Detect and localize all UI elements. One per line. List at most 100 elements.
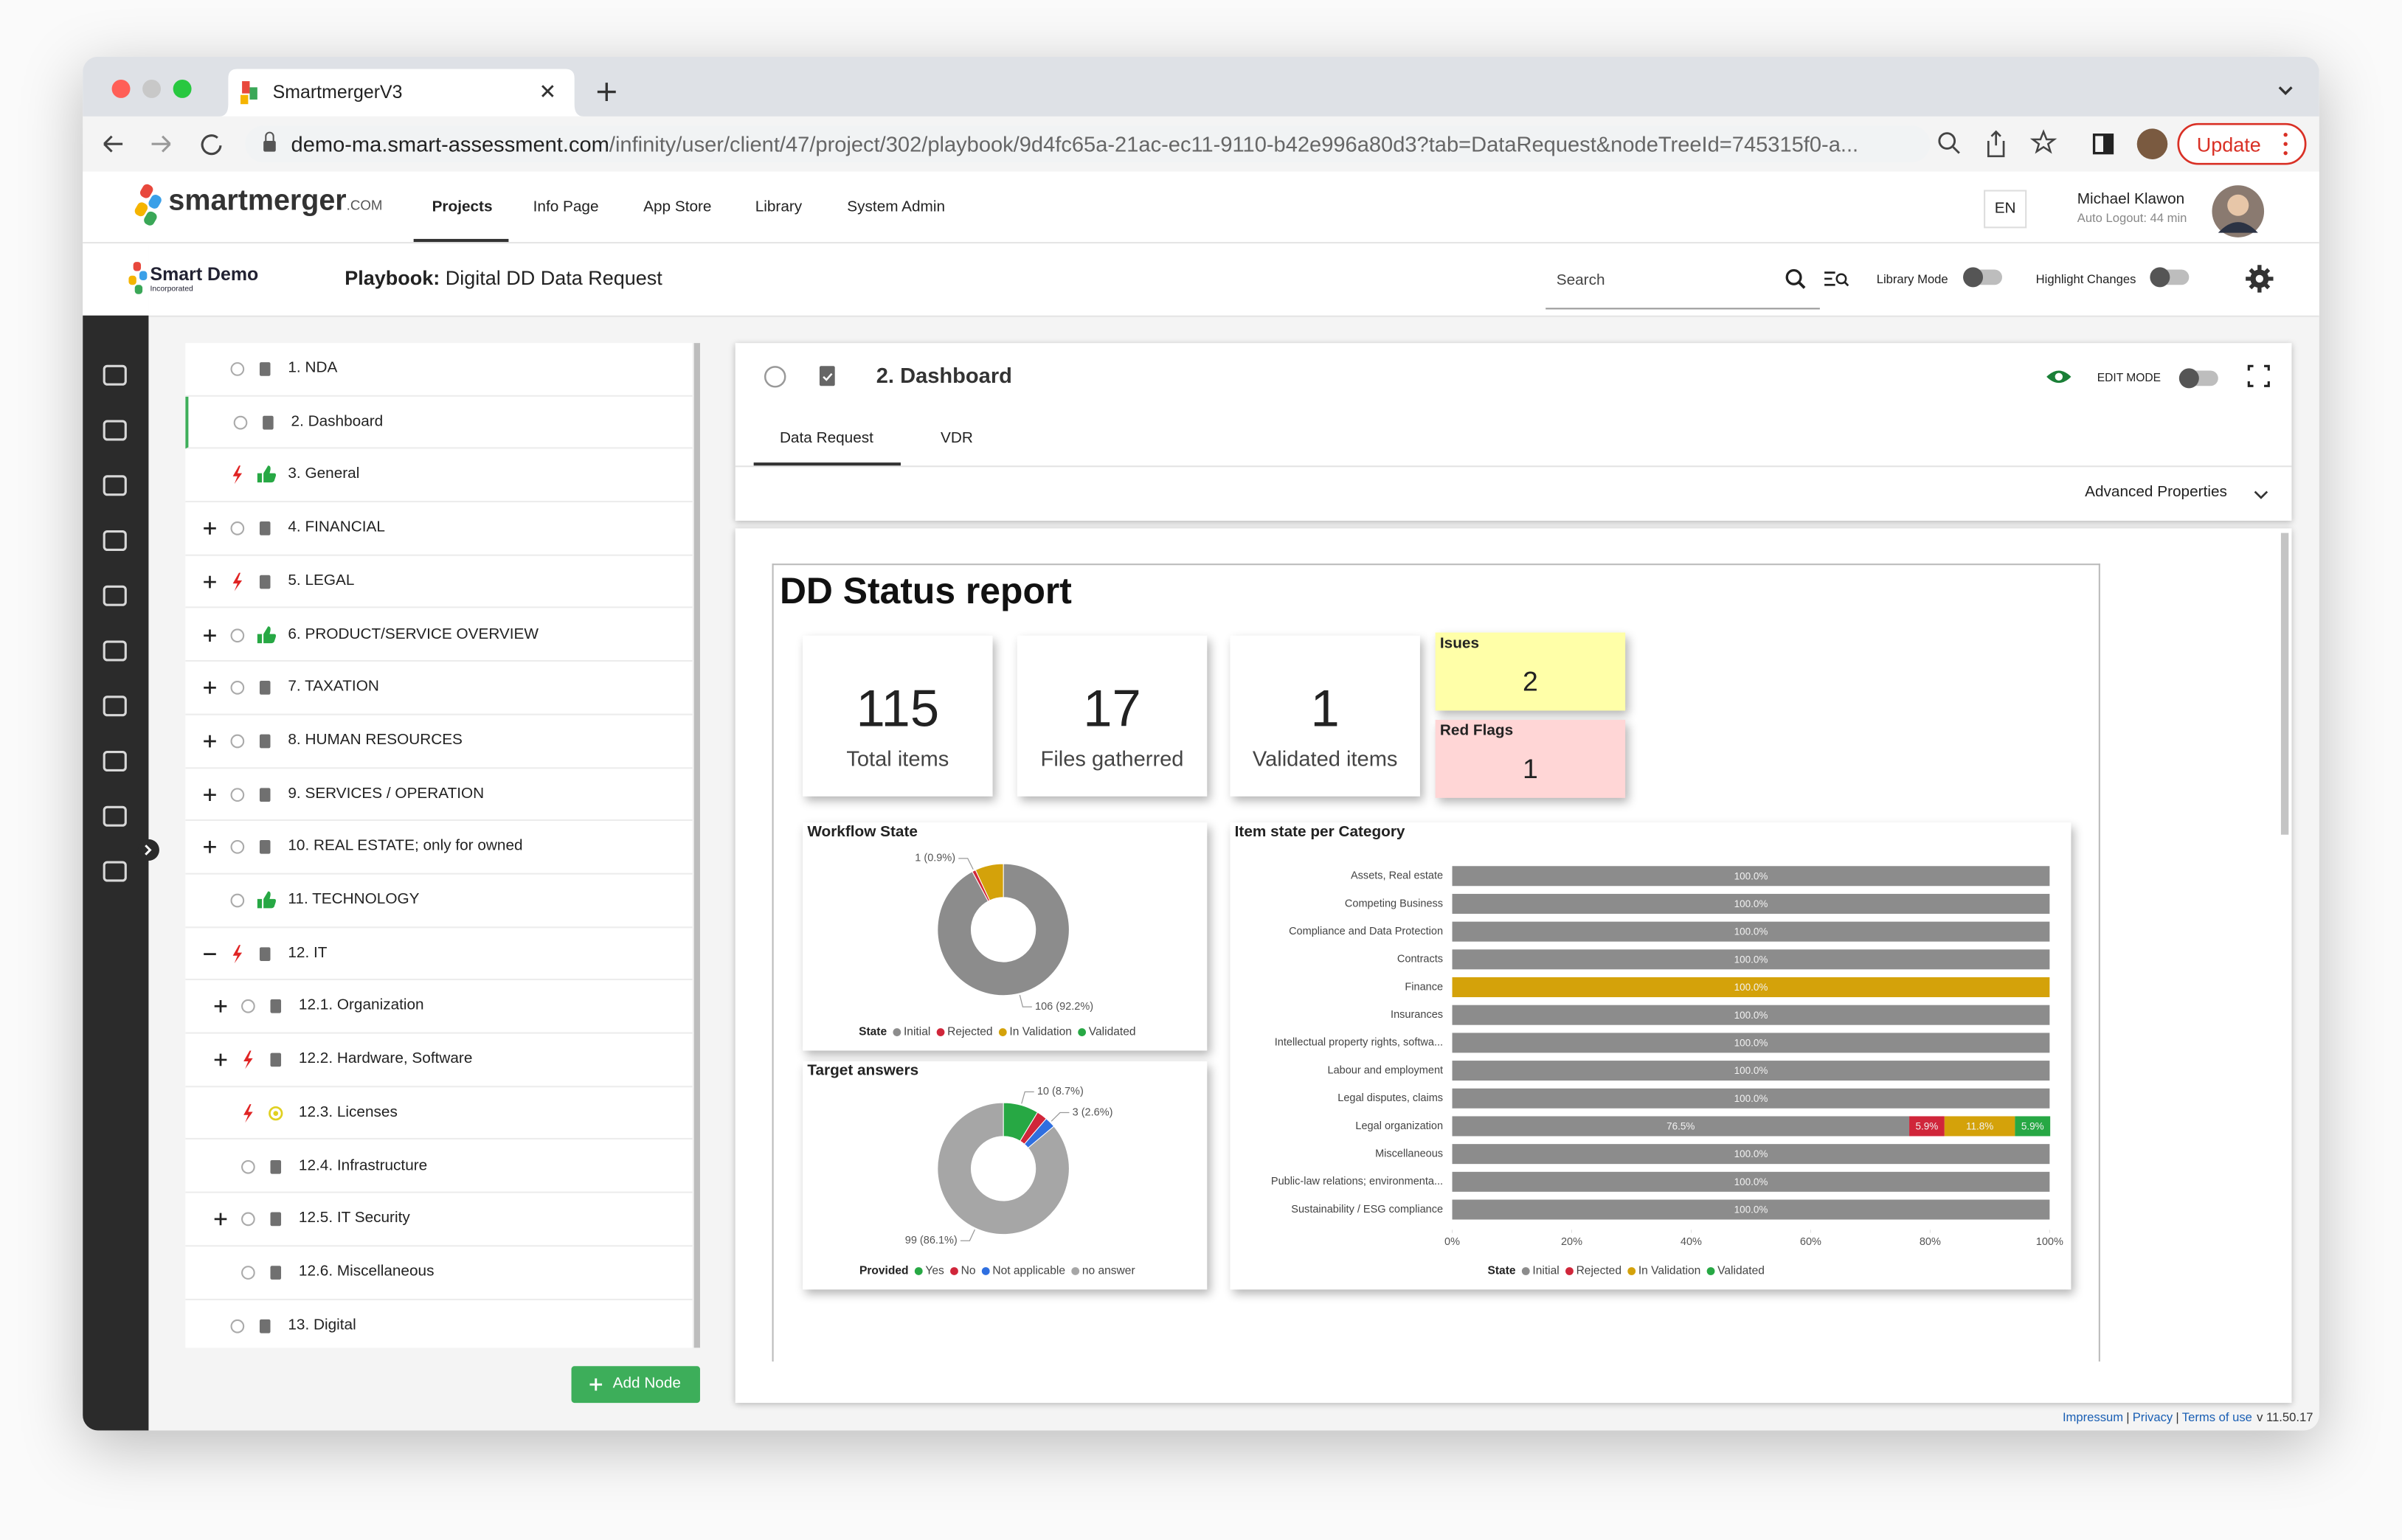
bar-segment bbox=[1452, 921, 2050, 942]
icon-part bbox=[128, 275, 136, 285]
url[interactable]: demo-ma.smart-assessment.com/infinity/us… bbox=[291, 132, 1915, 156]
tree-row[interactable]: 11. TECHNOLOGY bbox=[185, 875, 693, 928]
toolbar-left bbox=[83, 243, 149, 316]
tree-row[interactable]: 9. SERVICES / OPERATION bbox=[185, 769, 693, 822]
tree-row[interactable]: 12.1. Organization bbox=[185, 981, 693, 1034]
language[interactable]: EN bbox=[1984, 190, 2027, 229]
category-label: Compliance and Data Protection bbox=[1289, 926, 1443, 937]
tree-row[interactable]: 4. FINANCIAL bbox=[185, 502, 693, 556]
icon-part bbox=[151, 135, 171, 153]
update-button[interactable]: Update bbox=[2196, 133, 2261, 156]
legend-swatch bbox=[1078, 1028, 1087, 1036]
panel-icons bbox=[764, 366, 835, 388]
playbook-label: Playbook: bbox=[345, 266, 440, 290]
red-flags-value: 1 bbox=[1523, 753, 1538, 785]
icon-part bbox=[2178, 368, 2199, 389]
data-label: 100.0% bbox=[1734, 1093, 1768, 1104]
tab-title[interactable]: SmartmergerV3 bbox=[272, 81, 403, 103]
tab[interactable]: VDR bbox=[940, 430, 973, 448]
data-label: 3 (2.6%) bbox=[1073, 1106, 1113, 1118]
tree-row-icons bbox=[241, 1159, 282, 1173]
tree-row-icons bbox=[204, 840, 271, 855]
bar-segment bbox=[1452, 977, 2050, 998]
highlight-label: Highlight Changes bbox=[2035, 272, 2136, 287]
tree-row[interactable]: 8. HUMAN RESOURCES bbox=[185, 715, 693, 769]
tab[interactable]: Data Request bbox=[779, 430, 873, 448]
status-circle bbox=[230, 521, 245, 535]
footer-link[interactable]: Terms of use bbox=[2181, 1410, 2252, 1425]
tree-label: 12.4. Infrastructure bbox=[298, 1156, 428, 1174]
icon-part bbox=[597, 83, 616, 102]
expander bbox=[204, 628, 216, 642]
tree-scrollbar[interactable] bbox=[693, 343, 700, 1348]
nav-item[interactable]: Info Page bbox=[533, 198, 599, 216]
bar-segment bbox=[1944, 1116, 2015, 1137]
tree-row[interactable]: 12.5. IT Security bbox=[185, 1193, 693, 1247]
icon-part bbox=[2283, 150, 2288, 156]
expander bbox=[214, 1213, 227, 1226]
doc-icon bbox=[259, 946, 271, 961]
pending-dot bbox=[273, 1110, 279, 1116]
tree-row[interactable]: 12.6. Miscellaneous bbox=[185, 1246, 693, 1300]
panel-right-icons bbox=[2046, 364, 2270, 389]
tree-row[interactable]: 1. NDA bbox=[185, 343, 693, 397]
data-label: 100.0% bbox=[1734, 954, 1768, 965]
tree-row[interactable]: 6. PRODUCT/SERVICE OVERVIEW bbox=[185, 608, 693, 662]
app-header bbox=[83, 171, 2319, 244]
expander bbox=[204, 522, 216, 535]
tree-row[interactable]: 5. LEGAL bbox=[185, 555, 693, 609]
category-label: Assets, Real estate bbox=[1351, 870, 1443, 882]
tree-row[interactable]: 10. REAL ESTATE; only for owned bbox=[185, 822, 693, 875]
expander bbox=[204, 788, 216, 801]
data-label: 100.0% bbox=[1734, 898, 1768, 909]
tree-row[interactable]: 12.2. Hardware, Software bbox=[185, 1034, 693, 1087]
nav-item[interactable]: Projects bbox=[432, 198, 493, 216]
nav-item[interactable]: Library bbox=[755, 198, 803, 216]
data-label: 100.0% bbox=[1734, 1010, 1768, 1021]
playbook[interactable]: Playbook: Digital DD Data Request bbox=[345, 266, 662, 289]
kpi-card: 115 Total items bbox=[803, 635, 993, 797]
tree-row[interactable]: 12.3. Licenses bbox=[185, 1087, 693, 1140]
tree-row-icons bbox=[233, 415, 274, 429]
tree-row-icons bbox=[204, 572, 271, 592]
advanced-properties[interactable]: Advanced Properties bbox=[2085, 484, 2227, 502]
tree-row[interactable]: 7. TAXATION bbox=[185, 662, 693, 715]
add-node-button[interactable]: Add Node bbox=[571, 1366, 700, 1404]
tree-row[interactable]: 12. IT bbox=[185, 928, 693, 981]
search-input[interactable]: Search bbox=[1556, 272, 1605, 290]
avatar[interactable] bbox=[2210, 184, 2266, 239]
icon-part bbox=[265, 131, 274, 142]
legend-label: No bbox=[961, 1265, 976, 1277]
tree-row-icons bbox=[214, 1212, 282, 1227]
user-name[interactable]: Michael Klawon bbox=[2077, 191, 2185, 209]
footer-link[interactable]: Privacy bbox=[2132, 1410, 2173, 1425]
doc-icon bbox=[259, 521, 271, 535]
tree-row[interactable]: 2. Dashboard bbox=[185, 396, 693, 450]
tree-row[interactable]: 3. General bbox=[185, 449, 693, 503]
doc-icon bbox=[259, 734, 271, 749]
browser-window: SmartmergerV3 demo-ma.smart-assessment.c… bbox=[83, 56, 2319, 1431]
icon-part bbox=[173, 79, 192, 98]
tree-row-icons bbox=[214, 999, 282, 1014]
company[interactable]: Smart Demo bbox=[150, 263, 259, 285]
sidebar-icon bbox=[103, 420, 127, 441]
tree-row[interactable]: 13. Digital bbox=[185, 1300, 692, 1348]
category-card: Item state per Category Assets, Real esta… bbox=[1230, 822, 2072, 1290]
red-flags-card: Red Flags 1 bbox=[1435, 719, 1626, 798]
icon-part bbox=[2103, 134, 2113, 153]
data-label: 100.0% bbox=[1734, 1065, 1768, 1076]
nav-item[interactable]: System Admin bbox=[847, 198, 946, 216]
legend-label: Yes bbox=[925, 1265, 944, 1277]
content-scrollbar[interactable] bbox=[2280, 533, 2289, 835]
tree-label: 12.1. Organization bbox=[298, 997, 424, 1015]
tree-row-icons bbox=[204, 681, 271, 696]
tree-row[interactable]: 12.4. Infrastructure bbox=[185, 1140, 693, 1193]
footer-link[interactable]: Impressum bbox=[2062, 1410, 2124, 1425]
icon-part bbox=[2218, 222, 2258, 233]
icon-part bbox=[242, 81, 250, 94]
doc-icon bbox=[263, 415, 274, 429]
logo[interactable]: smartmerger.COM bbox=[168, 185, 382, 219]
nav-item[interactable]: App Store bbox=[643, 198, 712, 216]
tree-row-icons bbox=[204, 625, 277, 643]
